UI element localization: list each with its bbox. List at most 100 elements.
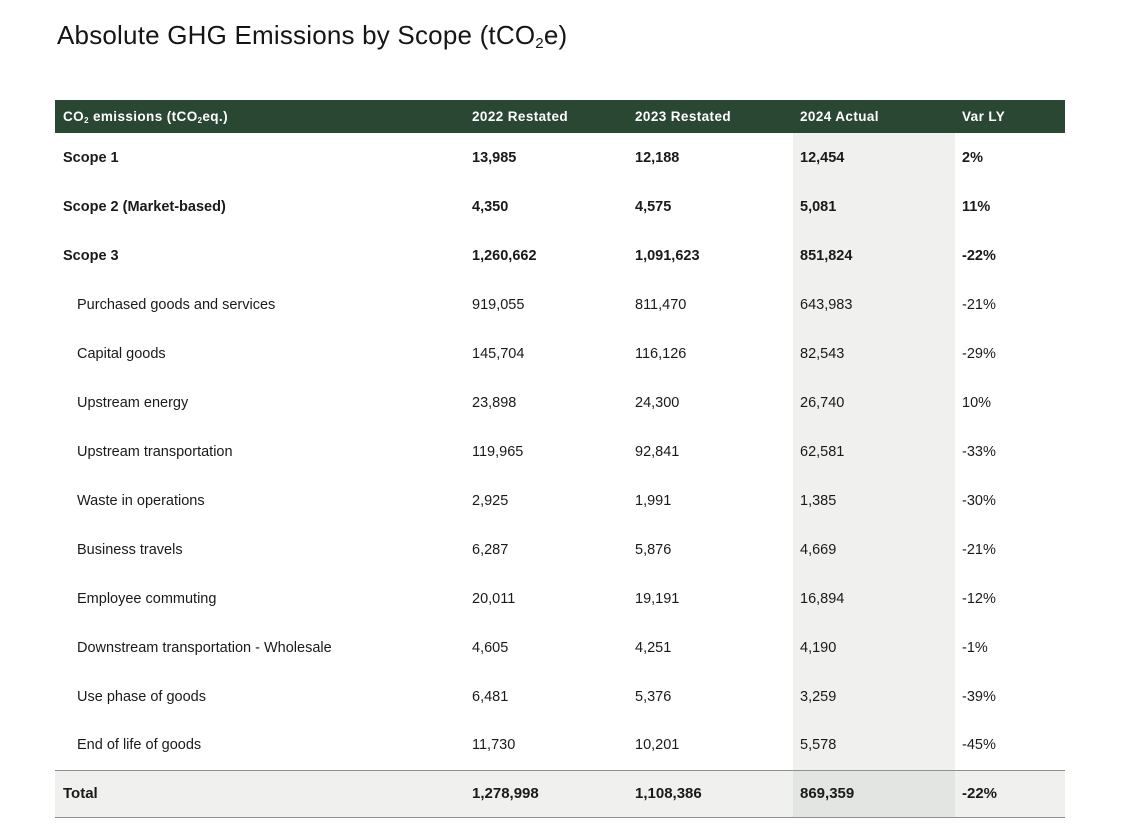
cell-2024: 4,669 xyxy=(793,525,955,574)
table-row-business-travels: Business travels 6,287 5,876 4,669 -21% xyxy=(55,525,1065,574)
table-header: CO2 emissions (tCO2eq.) 2022 Restated 20… xyxy=(55,100,1065,133)
cell-2024: 851,824 xyxy=(793,231,955,280)
header-metric-subscript: 2 xyxy=(197,116,203,126)
column-header-var-ly: Var LY xyxy=(962,109,1006,124)
cell-var-ly: 11% xyxy=(962,198,991,215)
cell-var-ly: 10% xyxy=(962,394,992,411)
header-row: CO2 emissions (tCO2eq.) 2022 Restated 20… xyxy=(55,100,1065,133)
header-metric-text: emissions (tCO xyxy=(88,109,198,124)
header-metric-text: CO xyxy=(63,109,85,124)
cell-2024: 5,081 xyxy=(793,182,955,231)
cell-2023: 24,300 xyxy=(635,394,680,411)
cell-2024: 62,581 xyxy=(793,427,955,476)
cell-var-ly: -33% xyxy=(962,443,996,460)
cell-var-ly: -21% xyxy=(962,296,996,313)
emissions-table: CO2 emissions (tCO2eq.) 2022 Restated 20… xyxy=(55,100,1065,818)
row-label: Employee commuting xyxy=(77,590,217,607)
cell-2024: 3,259 xyxy=(793,672,955,721)
page-title-subscript: 2 xyxy=(535,35,544,53)
cell-var-ly: -30% xyxy=(962,492,996,509)
column-header-metric: CO2 emissions (tCO2eq.) xyxy=(55,100,465,133)
column-header-2024-actual: 2024 Actual xyxy=(800,109,879,124)
cell-2022: 13,985 xyxy=(472,149,517,166)
table-row-capital-goods: Capital goods 145,704 116,126 82,543 -29… xyxy=(55,329,1065,378)
cell-var-ly: -29% xyxy=(962,345,996,362)
cell-2022: 1,278,998 xyxy=(472,785,539,802)
cell-2022: 1,260,662 xyxy=(472,247,537,264)
cell-var-ly: 2% xyxy=(962,149,983,166)
cell-2024: 5,578 xyxy=(793,721,955,770)
row-label: Waste in operations xyxy=(77,492,205,509)
column-header-2023-restated: 2023 Restated xyxy=(635,109,732,124)
cell-2023: 1,108,386 xyxy=(635,785,702,802)
cell-2022: 23,898 xyxy=(472,394,517,411)
row-label: Use phase of goods xyxy=(77,688,206,705)
cell-2024: 643,983 xyxy=(793,280,955,329)
row-label: Upstream transportation xyxy=(77,443,233,460)
cell-var-ly: -12% xyxy=(962,590,996,607)
table-row-total: Total 1,278,998 1,108,386 869,359 -22% xyxy=(55,770,1065,817)
cell-2023: 116,126 xyxy=(635,345,687,362)
cell-2023: 4,251 xyxy=(635,639,672,656)
cell-2022: 2,925 xyxy=(472,492,509,509)
cell-2023: 1,991 xyxy=(635,492,672,509)
cell-2024: 12,454 xyxy=(793,133,955,182)
table-row-employee-commuting: Employee commuting 20,011 19,191 16,894 … xyxy=(55,574,1065,623)
cell-2024: 1,385 xyxy=(793,476,955,525)
cell-2023: 4,575 xyxy=(635,198,672,215)
cell-2022: 145,704 xyxy=(472,345,525,362)
cell-2024: 869,359 xyxy=(793,770,955,817)
cell-2024: 16,894 xyxy=(793,574,955,623)
page-title-text: Absolute GHG Emissions by Scope (tCO xyxy=(57,20,536,50)
table-row-scope-1: Scope 1 13,985 12,188 12,454 2% xyxy=(55,133,1065,182)
table-row-purchased-goods: Purchased goods and services 919,055 811… xyxy=(55,280,1065,329)
table-row-upstream-transportation: Upstream transportation 119,965 92,841 6… xyxy=(55,427,1065,476)
page-title: Absolute GHG Emissions by Scope (tCO2e) xyxy=(57,20,568,53)
row-label: Scope 1 xyxy=(63,149,119,166)
table-row-scope-2: Scope 2 (Market-based) 4,350 4,575 5,081… xyxy=(55,182,1065,231)
cell-2023: 12,188 xyxy=(635,149,680,166)
row-label: Scope 2 (Market-based) xyxy=(63,198,226,215)
column-header-2022-restated: 2022 Restated xyxy=(472,109,569,124)
row-label: Capital goods xyxy=(77,345,166,362)
header-metric-subscript: 2 xyxy=(84,116,89,126)
cell-2022: 4,350 xyxy=(472,198,509,215)
cell-2022: 119,965 xyxy=(472,443,524,460)
cell-2023: 92,841 xyxy=(635,443,680,460)
table-row-end-of-life-of-goods: End of life of goods 11,730 10,201 5,578… xyxy=(55,721,1065,770)
table-body: Scope 1 13,985 12,188 12,454 2% Scope 2 … xyxy=(55,133,1065,817)
table-row-downstream-transportation: Downstream transportation - Wholesale 4,… xyxy=(55,623,1065,672)
header-metric-text: eq.) xyxy=(202,109,228,124)
cell-2022: 919,055 xyxy=(472,296,525,313)
row-label: Upstream energy xyxy=(77,394,189,411)
page-title-text-end: e) xyxy=(543,20,568,50)
cell-var-ly: -45% xyxy=(962,737,996,754)
cell-2022: 6,481 xyxy=(472,688,509,705)
cell-2023: 5,876 xyxy=(635,541,672,558)
row-label: Business travels xyxy=(77,541,183,558)
cell-2022: 4,605 xyxy=(472,639,509,656)
table-row-use-phase-of-goods: Use phase of goods 6,481 5,376 3,259 -39… xyxy=(55,672,1065,721)
cell-2022: 20,011 xyxy=(472,590,516,607)
cell-2023: 19,191 xyxy=(635,590,680,607)
cell-2023: 811,470 xyxy=(635,296,687,313)
cell-var-ly: -21% xyxy=(962,541,996,558)
row-label: Scope 3 xyxy=(63,247,119,264)
cell-2024: 26,740 xyxy=(793,378,955,427)
table-row-waste-in-operations: Waste in operations 2,925 1,991 1,385 -3… xyxy=(55,476,1065,525)
table-row-scope-3: Scope 3 1,260,662 1,091,623 851,824 -22% xyxy=(55,231,1065,280)
row-label: Downstream transportation - Wholesale xyxy=(77,639,332,656)
cell-var-ly: -22% xyxy=(962,785,998,802)
cell-var-ly: -1% xyxy=(962,639,988,656)
cell-2023: 1,091,623 xyxy=(635,247,700,264)
cell-2024: 4,190 xyxy=(793,623,955,672)
row-label: Purchased goods and services xyxy=(77,296,276,313)
row-label: Total xyxy=(63,785,98,802)
cell-2022: 6,287 xyxy=(472,541,509,558)
table-row-upstream-energy: Upstream energy 23,898 24,300 26,740 10% xyxy=(55,378,1065,427)
cell-var-ly: -39% xyxy=(962,688,996,705)
cell-2023: 10,201 xyxy=(635,737,680,754)
cell-2024: 82,543 xyxy=(793,329,955,378)
cell-var-ly: -22% xyxy=(962,247,996,264)
cell-2023: 5,376 xyxy=(635,688,672,705)
